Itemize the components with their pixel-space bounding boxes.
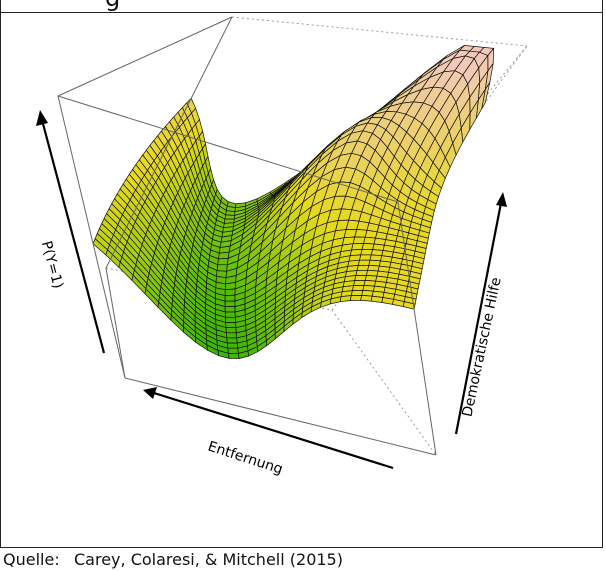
surface-cell: [226, 337, 238, 344]
surface-cell: [226, 332, 238, 339]
surface-cell: [225, 322, 237, 329]
surface-cell: [217, 258, 229, 266]
surface-cell: [224, 311, 236, 318]
box-front-edge-1: [105, 267, 126, 379]
box-front-edge-0: [124, 377, 437, 456]
surface-cell: [351, 285, 365, 291]
surface-cell: [370, 295, 384, 303]
top-rule: [0, 12, 603, 13]
arrow-side-head: [496, 192, 507, 207]
axis-label-front: Entfernung: [206, 439, 285, 478]
surface-cell: [225, 316, 236, 323]
box-front-edge-2: [57, 95, 126, 379]
surface-cell: [227, 347, 239, 354]
arrow-vertical-head: [36, 110, 48, 126]
surface-cell: [360, 248, 374, 256]
axis-label-vertical: P(Y=1): [38, 239, 66, 290]
surface-cell: [402, 301, 416, 310]
surface-cell: [355, 269, 369, 276]
surface-cell: [225, 327, 237, 334]
surface-cell: [216, 264, 228, 272]
source-line: Quelle: Carey, Colaresi, & Mitchell (2015…: [3, 548, 603, 571]
arrow-vertical: [40, 119, 106, 354]
surface-cell: [357, 259, 371, 266]
surface-cell: [227, 352, 240, 359]
surface-cell: [359, 254, 372, 261]
surface-cell: [226, 342, 239, 349]
surface-cell: [224, 288, 236, 296]
box-front-edge-3: [397, 201, 437, 456]
surface-cell: [360, 295, 373, 302]
surface-cell: [218, 251, 230, 260]
box-back-edge-3: [231, 16, 528, 47]
surface-cell: [361, 243, 375, 250]
surface-cell: [352, 236, 366, 245]
box-front-edge-5: [57, 16, 233, 97]
surface-cell: [339, 295, 352, 303]
surface-cell: [349, 295, 363, 301]
figure-title-fragment: g: [105, 0, 120, 12]
surface-cell: [354, 275, 367, 281]
arrow-side: [454, 202, 503, 435]
surface-cell: [224, 294, 236, 302]
surface-plot: P(Y=1) Entfernung Demokratische Hilfe: [36, 16, 528, 478]
box-front-edge-4: [105, 16, 233, 269]
box-front-edge-6: [57, 95, 399, 203]
surface-cell: [224, 306, 236, 313]
surface-cell: [224, 300, 236, 307]
surface-cell: [356, 264, 370, 271]
arrow-front: [153, 391, 394, 470]
arrow-front-head: [143, 387, 157, 399]
surface-cell: [364, 229, 378, 239]
bounding-box-front: [57, 16, 437, 456]
surface-cell: [363, 236, 376, 245]
source-citation: Carey, Colaresi, & Mitchell (2015): [74, 550, 343, 569]
surface-cell: [224, 214, 235, 220]
surface-cell: [353, 280, 366, 286]
surface-cell: [350, 290, 364, 296]
surface-mesh: [92, 45, 495, 359]
source-label: Quelle:: [3, 550, 60, 569]
axis-arrows: [36, 110, 507, 470]
